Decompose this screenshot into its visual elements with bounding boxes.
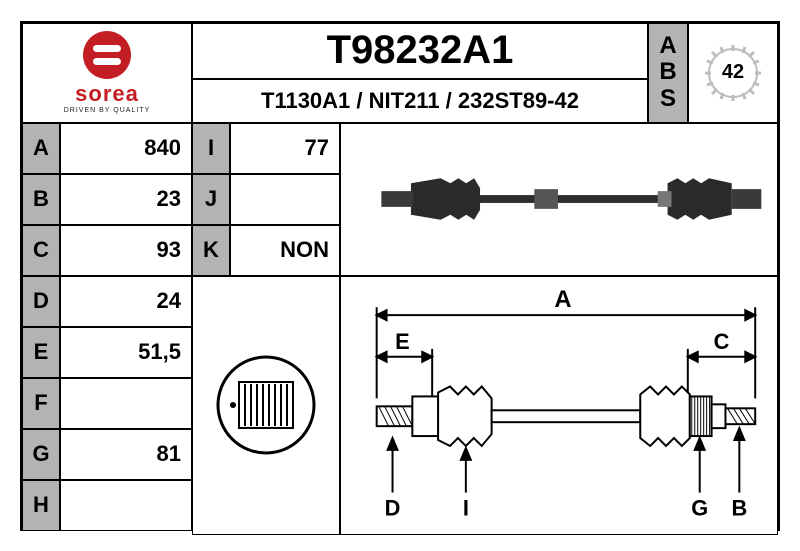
spec-row-e: E 51,5 [22, 327, 192, 378]
spec-label-d: D [22, 276, 60, 327]
spec-val-f [60, 378, 192, 429]
brand-name: sorea [75, 81, 139, 107]
lower-right: A E C [192, 276, 778, 536]
spec-val-j [230, 174, 340, 225]
body-row: A 840 B 23 C 93 D 24 E 51,5 F [22, 123, 778, 531]
spec-row-b: B 23 [22, 174, 192, 225]
spec-row-c: C 93 [22, 225, 192, 276]
spec-label-h: H [22, 480, 60, 531]
spec-label-i: I [192, 123, 230, 174]
title-box: T98232A1 T1130A1 / NIT211 / 232ST89-42 [192, 23, 648, 123]
header-row: sorea DRIVEN BY QUALITY T98232A1 T1130A1… [22, 23, 778, 123]
spec-row-d: D 24 [22, 276, 192, 327]
spec-label-k: K [192, 225, 230, 276]
spec-val-c: 93 [60, 225, 192, 276]
spline-profile-icon [192, 276, 340, 536]
spec-val-h [60, 480, 192, 531]
dimension-diagram: A E C [340, 276, 778, 536]
spec-label-b: B [22, 174, 60, 225]
part-number: T98232A1 [193, 24, 647, 80]
spec-label-g: G [22, 429, 60, 480]
spec-row-f: F [22, 378, 192, 429]
spec-val-g: 81 [60, 429, 192, 480]
spec-row-j: J [192, 174, 340, 225]
upper-right: I 77 J K NON [192, 123, 778, 276]
spec-column-mid: I 77 J K NON [192, 123, 340, 276]
spec-sheet: sorea DRIVEN BY QUALITY T98232A1 T1130A1… [20, 21, 780, 531]
spec-val-b: 23 [60, 174, 192, 225]
spec-val-i: 77 [230, 123, 340, 174]
dim-label-b: B [731, 495, 747, 520]
spec-row-h: H [22, 480, 192, 531]
spec-label-j: J [192, 174, 230, 225]
dim-label-g: G [691, 495, 708, 520]
right-area: I 77 J K NON [192, 123, 778, 531]
brand-tagline: DRIVEN BY QUALITY [64, 107, 151, 114]
spec-val-e: 51,5 [60, 327, 192, 378]
spec-val-a: 840 [60, 123, 192, 174]
spec-column-left: A 840 B 23 C 93 D 24 E 51,5 F [22, 123, 192, 531]
spec-row-g: G 81 [22, 429, 192, 480]
spec-row-k: K NON [192, 225, 340, 276]
dim-label-c: C [714, 328, 730, 353]
spec-label-e: E [22, 327, 60, 378]
dim-label-i: I [463, 495, 469, 520]
brand-logo: sorea DRIVEN BY QUALITY [22, 23, 192, 123]
gear-teeth-value: 42 [722, 61, 744, 84]
abs-label: A B S [648, 23, 688, 123]
dim-label-a: A [554, 286, 571, 313]
spec-label-c: C [22, 225, 60, 276]
product-photo [340, 123, 778, 276]
spec-val-k: NON [230, 225, 340, 276]
spec-row-a: A 840 [22, 123, 192, 174]
spec-val-d: 24 [60, 276, 192, 327]
gear-icon: 42 [701, 41, 765, 105]
spec-label-a: A [22, 123, 60, 174]
brand-mark-icon [83, 31, 131, 79]
spec-row-i: I 77 [192, 123, 340, 174]
dim-label-e: E [395, 328, 410, 353]
cross-references: T1130A1 / NIT211 / 232ST89-42 [193, 80, 647, 122]
spec-label-f: F [22, 378, 60, 429]
gear-teeth-box: 42 [688, 23, 778, 123]
dim-label-d: D [385, 495, 401, 520]
